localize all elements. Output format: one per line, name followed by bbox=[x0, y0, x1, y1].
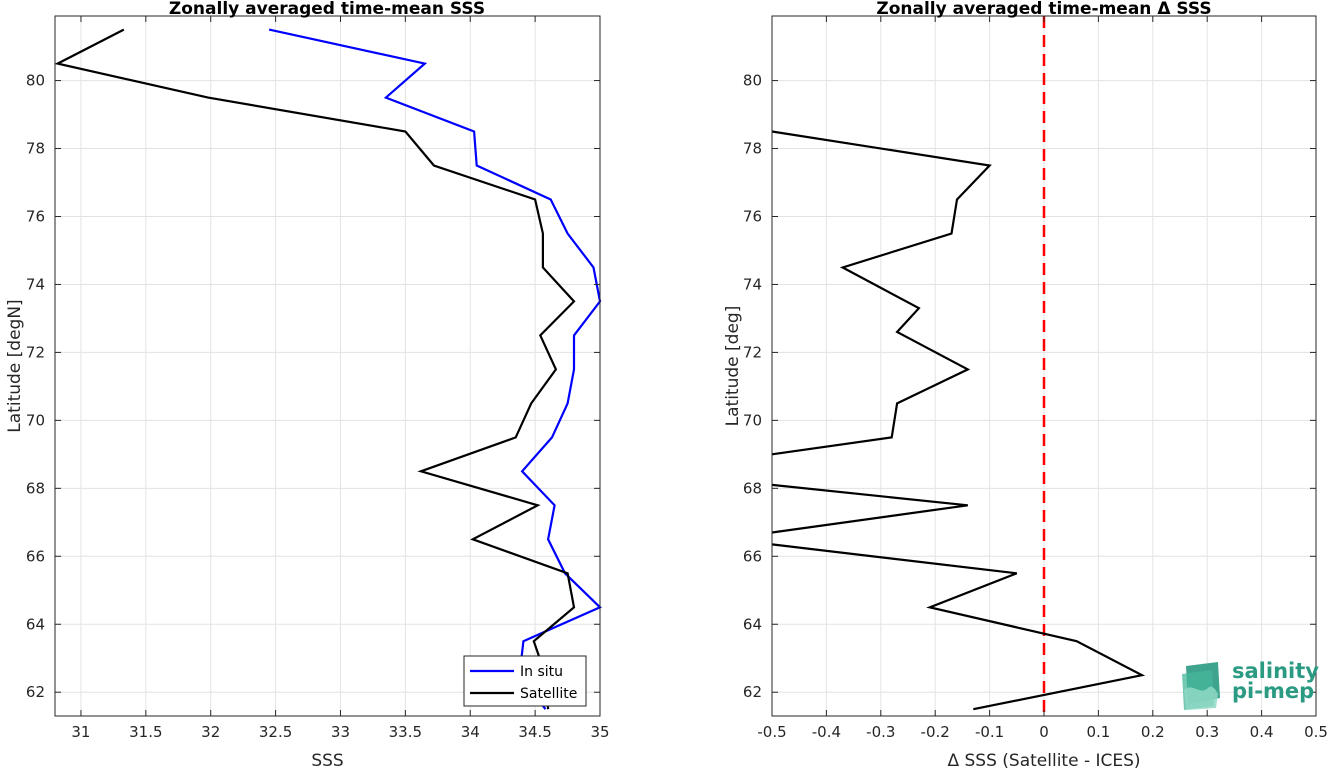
y-tick-label: 78 bbox=[743, 140, 762, 158]
chart-title: Zonally averaged time-mean Δ SSS bbox=[876, 0, 1211, 19]
series-line-satellite bbox=[54, 28, 576, 710]
legend-box bbox=[463, 655, 587, 707]
x-tick-label: -0.3 bbox=[866, 723, 895, 741]
y-tick-label: 72 bbox=[26, 343, 45, 361]
x-tick-label: 0.2 bbox=[1141, 723, 1165, 741]
x-tick-label: 32.5 bbox=[259, 723, 292, 741]
x-tick-label: -0.5 bbox=[757, 723, 786, 741]
sss-profile-panel: 31 31.5 32 32.5 33 33.5 34 34.5 35 62 64 66 68 70 72 74… bbox=[5, 0, 610, 769]
legend: In situ Satellite bbox=[463, 655, 587, 707]
logo-line2: pi-mep bbox=[1232, 679, 1314, 703]
x-tick-label: 0.4 bbox=[1250, 723, 1274, 741]
y-axis-label: Latitude [deg] bbox=[723, 306, 743, 427]
y-tick-label: 80 bbox=[743, 72, 762, 90]
logo-line1: salinity bbox=[1232, 659, 1319, 683]
salinity-pi-mep-logo: salinity pi-mep bbox=[1182, 659, 1319, 710]
y-tick-label: 70 bbox=[26, 411, 45, 429]
y-tick-label: 80 bbox=[26, 72, 45, 90]
y-tick-label: 72 bbox=[743, 343, 762, 361]
x-tick-label: 33.5 bbox=[389, 723, 422, 741]
y-tick-label: 68 bbox=[26, 479, 45, 497]
y-tick-label: 68 bbox=[743, 479, 762, 497]
x-tick-label: 34 bbox=[461, 723, 480, 741]
y-tick-label: 66 bbox=[743, 547, 762, 565]
series-line-in-situ bbox=[268, 28, 602, 710]
legend-label: In situ bbox=[520, 664, 563, 680]
series-line-0 bbox=[771, 130, 1146, 711]
y-tick-label: 74 bbox=[743, 275, 762, 293]
x-tick-label: 33 bbox=[331, 723, 350, 741]
y-tick-label: 66 bbox=[26, 547, 45, 565]
y-tick-label: 78 bbox=[26, 140, 45, 158]
plot-area bbox=[55, 16, 600, 716]
x-tick-label: 31.5 bbox=[129, 723, 162, 741]
y-tick-label: 74 bbox=[26, 275, 45, 293]
x-tick-label: 0.5 bbox=[1304, 723, 1328, 741]
x-tick-label: 31 bbox=[71, 723, 90, 741]
delta-sss-panel: -0.5 -0.4 -0.3 -0.2 -0.1 0 0.1 0.2 0.3 0.4 0.5 62 64… bbox=[723, 0, 1328, 769]
y-tick-label: 70 bbox=[743, 411, 762, 429]
x-tick-label: 32 bbox=[201, 723, 220, 741]
y-tick-label: 76 bbox=[26, 207, 45, 225]
chart-title: Zonally averaged time-mean SSS bbox=[169, 0, 485, 19]
x-tick-label: 0 bbox=[1039, 723, 1049, 741]
axes-frame bbox=[54, 15, 601, 717]
x-tick-label: 34.5 bbox=[518, 723, 551, 741]
x-axis-label: SSS bbox=[311, 751, 343, 769]
x-tick-label: -0.1 bbox=[975, 723, 1004, 741]
x-axis-label: Δ SSS (Satellite - ICES) bbox=[947, 751, 1140, 769]
x-tick-label: 0.3 bbox=[1195, 723, 1219, 741]
x-tick-label: 0.1 bbox=[1086, 723, 1110, 741]
y-tick-label: 62 bbox=[743, 683, 762, 701]
y-tick-label: 64 bbox=[743, 615, 762, 633]
y-tick-label: 76 bbox=[743, 207, 762, 225]
y-axis-label: Latitude [degN] bbox=[5, 299, 25, 432]
x-tick-label: 35 bbox=[590, 723, 609, 741]
x-tick-label: -0.2 bbox=[921, 723, 950, 741]
legend-label: Satellite bbox=[520, 686, 577, 702]
x-tick-label: -0.4 bbox=[812, 723, 841, 741]
y-tick-label: 64 bbox=[26, 615, 45, 633]
y-tick-label: 62 bbox=[26, 683, 45, 701]
